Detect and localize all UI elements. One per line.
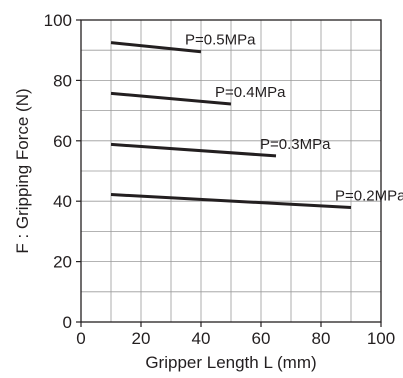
x-axis-label: Gripper Length L (mm) [145, 353, 316, 372]
series-line [110, 41, 202, 54]
plot-frame [80, 19, 382, 323]
grid [81, 20, 381, 322]
y-tick-label: 80 [53, 71, 72, 90]
series-line [110, 91, 232, 106]
x-tick-label: 60 [252, 329, 271, 348]
series-labels: P=0.5MPa P=0.4MPa P=0.3MPa P=0.2MPa [185, 32, 403, 205]
series-line [110, 142, 277, 158]
series-label: P=0.2MPa [335, 188, 403, 205]
series-group [110, 41, 352, 210]
y-tick-label: 40 [53, 192, 72, 211]
y-tick-label: 100 [44, 11, 72, 30]
y-tick-label: 20 [53, 253, 72, 272]
y-axis-label: F : Gripping Force (N) [13, 88, 32, 253]
x-tick-label: 20 [132, 329, 151, 348]
x-tick-label: 80 [312, 329, 331, 348]
y-tick-label: 60 [53, 132, 72, 151]
series-label: P=0.5MPa [185, 32, 256, 49]
ticks: 0 20 40 60 80 100 0 20 40 60 80 100 [44, 11, 396, 348]
x-tick-label: 40 [192, 329, 211, 348]
y-tick-label: 0 [63, 313, 72, 332]
x-tick-label: 100 [367, 329, 395, 348]
x-tick-label: 0 [76, 329, 85, 348]
series-line [110, 193, 352, 210]
series-label: P=0.3MPa [260, 136, 331, 153]
series-label: P=0.4MPa [215, 84, 286, 101]
